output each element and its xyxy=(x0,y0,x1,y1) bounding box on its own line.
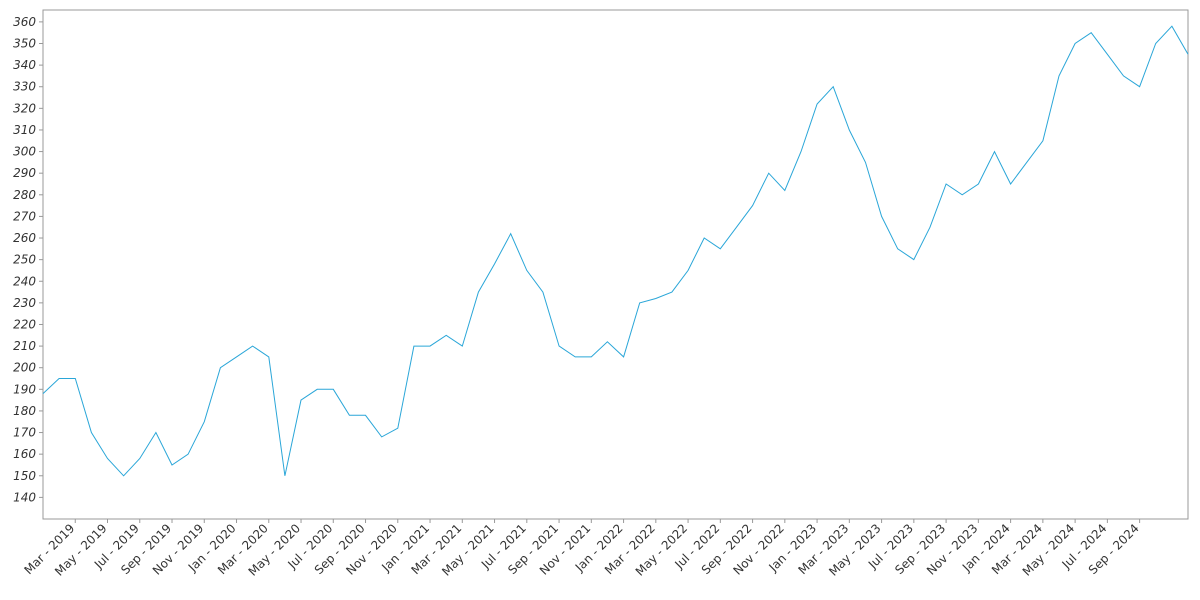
y-tick-label: 250 xyxy=(13,253,36,267)
y-tick-label: 200 xyxy=(13,361,36,375)
y-tick-label: 210 xyxy=(13,339,36,353)
y-tick-label: 170 xyxy=(13,426,36,440)
y-tick-label: 280 xyxy=(13,188,36,202)
line-series xyxy=(42,25,1189,477)
y-tick-label: 320 xyxy=(13,101,36,115)
y-tick-label: 310 xyxy=(13,123,36,137)
y-tick-label: 240 xyxy=(13,274,36,288)
y-tick-label: 230 xyxy=(13,296,36,310)
y-tick-label: 350 xyxy=(13,37,36,51)
y-tick-label: 360 xyxy=(13,15,36,29)
y-tick-label: 160 xyxy=(13,447,36,461)
y-tick-label: 270 xyxy=(13,209,36,223)
y-tick-label: 300 xyxy=(13,145,36,159)
y-tick-label: 330 xyxy=(13,80,36,94)
y-tick-label: 140 xyxy=(13,490,36,504)
y-tick-label: 190 xyxy=(13,382,36,396)
y-tick-label: 260 xyxy=(13,231,36,245)
plot-frame xyxy=(42,9,1189,520)
y-tick-label: 340 xyxy=(13,58,36,72)
y-tick-label: 290 xyxy=(13,166,36,180)
y-tick-label: 150 xyxy=(13,469,36,483)
y-tick-label: 220 xyxy=(13,317,36,331)
y-tick-label: 180 xyxy=(13,404,36,418)
